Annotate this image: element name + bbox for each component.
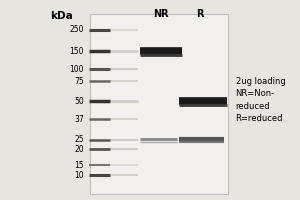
Text: kDa: kDa: [50, 11, 73, 21]
Text: 25: 25: [74, 136, 84, 144]
Text: 10: 10: [74, 170, 84, 180]
Text: 20: 20: [74, 144, 84, 154]
Text: 2ug loading
NR=Non-
reduced
R=reduced: 2ug loading NR=Non- reduced R=reduced: [236, 77, 285, 123]
FancyBboxPatch shape: [90, 14, 228, 194]
Text: 75: 75: [74, 76, 84, 86]
Text: 100: 100: [70, 64, 84, 73]
Text: 37: 37: [74, 114, 84, 123]
Text: NR: NR: [153, 9, 168, 19]
Text: 150: 150: [70, 46, 84, 55]
Text: R: R: [196, 9, 203, 19]
Text: 250: 250: [70, 25, 84, 34]
Text: 15: 15: [74, 160, 84, 169]
Text: 50: 50: [74, 97, 84, 106]
